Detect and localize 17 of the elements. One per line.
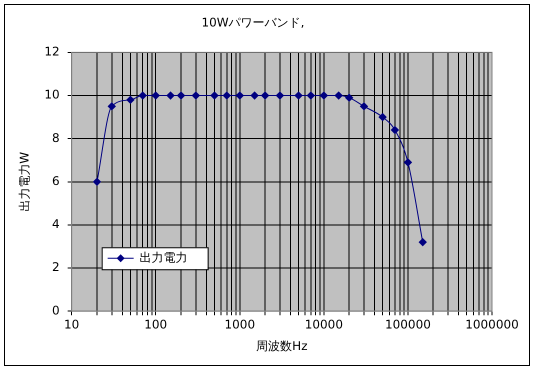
x-tick-label: 1000000	[465, 318, 519, 332]
y-axis-title: 出力電力W	[17, 152, 32, 212]
y-tick-label: 2	[52, 260, 60, 274]
y-tick-label: 0	[52, 303, 60, 318]
legend-label: 出力電力	[140, 250, 188, 264]
x-tick-label: 100000	[385, 318, 431, 332]
y-tick-label: 4	[52, 217, 60, 232]
x-tick-label: 1000	[224, 318, 256, 332]
y-tick-label: 10	[44, 88, 60, 102]
x-tick-label: 100	[144, 318, 168, 332]
x-tick-label: 10000	[304, 318, 343, 332]
y-tick-label: 8	[52, 130, 60, 145]
y-tick-label: 12	[44, 44, 60, 59]
x-axis-title: 周波数Hz	[256, 338, 308, 353]
chart-title: 10Wパワーバンド,	[202, 15, 304, 30]
y-tick-label: 6	[52, 174, 60, 188]
x-tick-label: 10	[64, 318, 80, 332]
